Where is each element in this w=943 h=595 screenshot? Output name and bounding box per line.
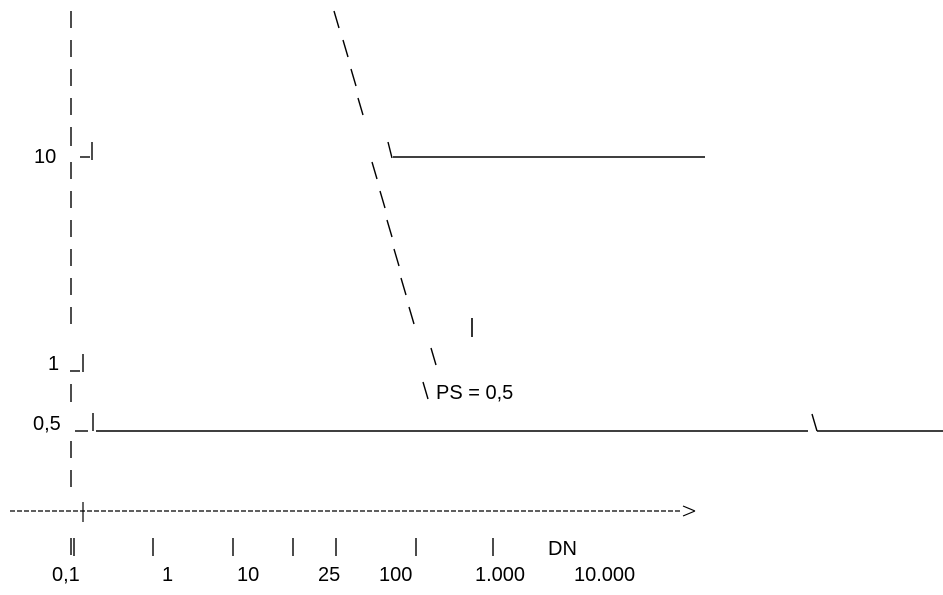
x-tick-label: 100 (379, 564, 413, 586)
x-tick-label: 0,1 (52, 564, 80, 586)
baseline-ps (96, 413, 943, 432)
x-tick-label: 25 (318, 564, 341, 586)
y-tick-label: 0,5 (33, 413, 61, 435)
x-axis (10, 502, 696, 522)
y-tick-label: 1 (48, 353, 60, 375)
y-tick-label: 10 (34, 146, 57, 168)
x-tick-label: 1 (162, 564, 174, 586)
ps-annotation: PS = 0,5 (436, 382, 514, 404)
x-tick-marks (73, 538, 494, 556)
x-tick-label: 1.000 (475, 564, 526, 586)
x-axis-label: DN (548, 538, 577, 560)
x-tick-label: 10.000 (574, 564, 636, 586)
descending-dashed-line (333, 10, 437, 400)
y-tick-marks (70, 142, 94, 432)
x-tick-label: 10 (237, 564, 260, 586)
